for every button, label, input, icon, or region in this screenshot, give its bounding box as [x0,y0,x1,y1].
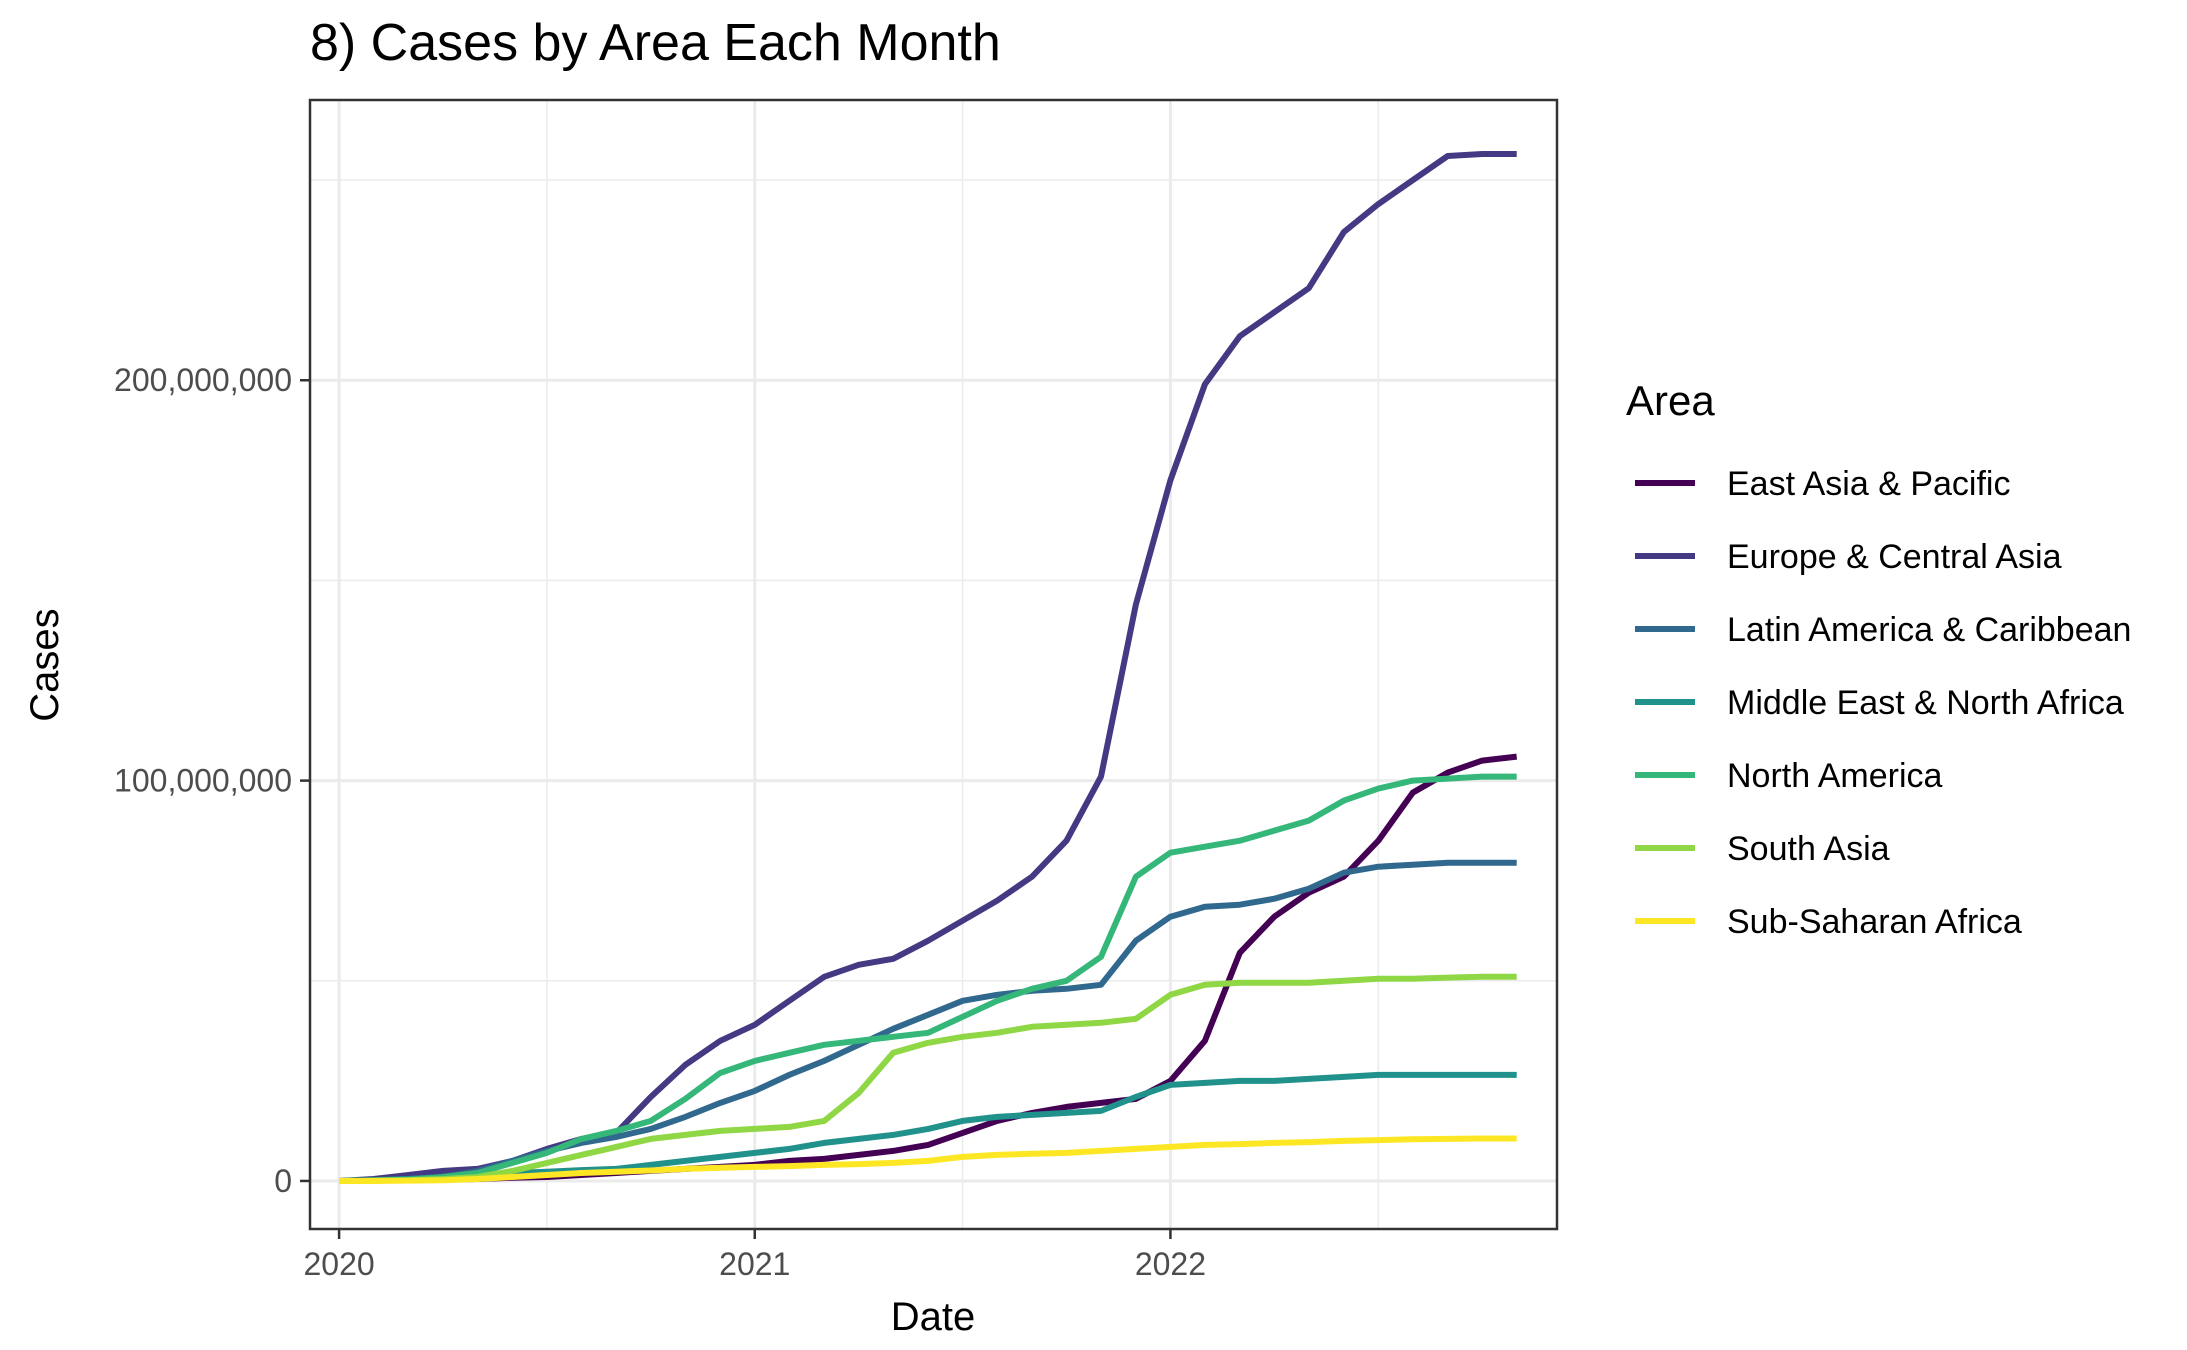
x-axis-title: Date [891,1295,976,1339]
series-lines [338,151,1518,1184]
y-axis: 0 100,000,000 200,000,000 [114,362,310,1199]
series-line-3 [339,1071,1517,1184]
series-line-6 [339,1135,1517,1184]
legend-label-6: Sub-Saharan Africa [1727,903,2022,941]
y-tick-label: 0 [274,1163,292,1199]
y-tick-label: 200,000,000 [114,362,292,398]
y-axis-title: Cases [23,608,67,721]
x-tick-label: 2022 [1135,1246,1206,1282]
legend-title: Area [1626,377,1715,424]
series-line-4 [339,773,1517,1184]
series-line-5 [339,973,1517,1184]
legend-label-5: South Asia [1727,830,1890,868]
x-tick-label: 2020 [304,1246,375,1282]
legend-label-0: East Asia & Pacific [1727,465,2010,503]
legend-label-1: Europe & Central Asia [1727,538,2062,576]
legend-label-4: North America [1727,757,1942,795]
x-axis: 2020 2021 2022 [304,1229,1206,1282]
grid-major [310,100,1557,1229]
plot-background [310,100,1557,1229]
chart-title: 8) Cases by Area Each Month [310,14,1001,72]
plot-border [308,98,1559,1231]
legend-label-3: Middle East & North Africa [1727,684,2124,722]
y-tick-label: 100,000,000 [114,763,292,799]
legend: East Asia & Pacific Europe & Central Asia… [1635,465,2131,941]
x-tick-label: 2021 [719,1246,790,1282]
legend-label-2: Latin America & Caribbean [1727,611,2131,649]
